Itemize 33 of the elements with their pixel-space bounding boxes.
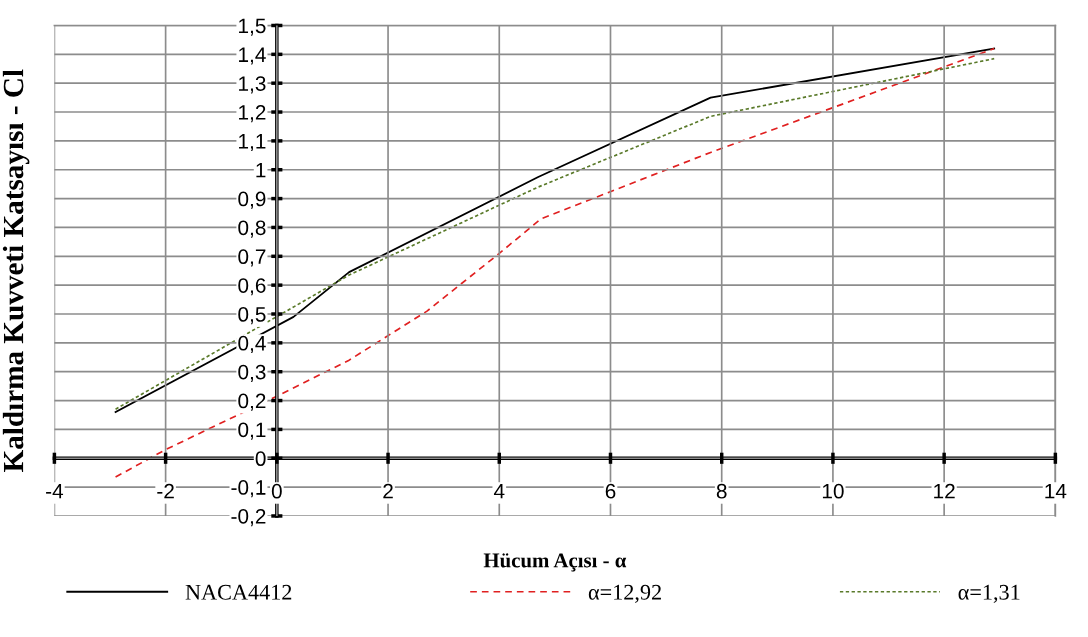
x-tick-label: -2 [157,483,174,499]
y-tick-label: 1,1 [239,134,266,152]
y-tick-label: 0,4 [238,335,266,354]
y-tick-label: -0,1 [231,480,266,498]
x-tick-label: 12 [934,483,955,499]
y-tick-label: 1,4 [239,47,266,65]
y-tick-label: 0,1 [238,422,266,440]
y-axis-title: Kaldırma Kuvveti Katsayısı - Cl [2,69,30,472]
y-tick-label: 0,2 [238,393,266,411]
y-tick-label: 0,5 [238,307,266,325]
y-tick-label: 0,6 [238,278,266,296]
y-tick-label: 0,9 [238,191,266,209]
y-tick-label: 0,7 [238,249,266,267]
y-tick-label: 1,2 [239,105,266,123]
legend-label: α=12,92 [588,584,661,603]
x-tick-label: -4 [46,484,64,499]
y-tick-label: -0,2 [231,508,266,527]
y-tick-label: 0,3 [238,364,266,382]
legend-label: α=1,31 [958,584,1020,603]
y-tick-label: 1 [256,162,266,178]
y-tick-label: 1,3 [239,76,266,94]
x-axis-title: Hücum Açısı - α [483,553,627,572]
y-tick-label: 1,5 [239,18,266,36]
x-tick-label: 4 [493,484,505,499]
x-tick-label: 2 [383,483,393,499]
x-tick-label: 10 [822,483,844,499]
x-tick-label: 0 [271,483,282,499]
x-tick-label: 8 [716,483,727,499]
x-tick-label: 6 [605,483,616,499]
x-tick-label: 14 [1045,484,1067,499]
y-tick-label: 0 [255,451,266,467]
legend-label: NACA4412 [185,584,292,600]
y-tick-label: 0,8 [238,220,266,238]
